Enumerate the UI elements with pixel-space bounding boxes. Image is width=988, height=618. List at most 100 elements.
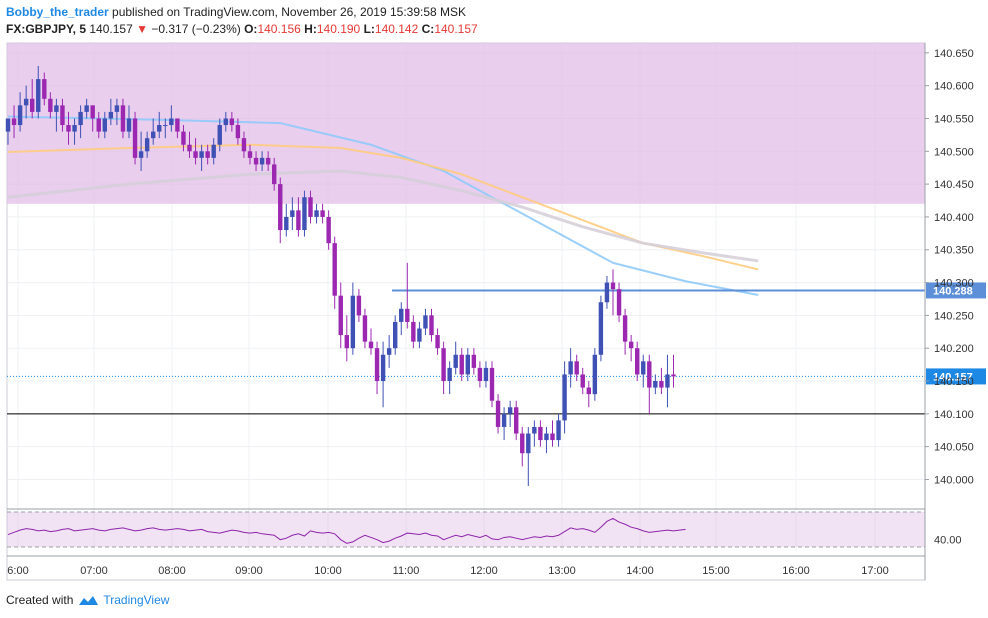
- candle-body: [36, 79, 41, 112]
- candle-body: [320, 210, 325, 217]
- candle-body: [580, 374, 585, 388]
- supply-zone: [7, 43, 925, 204]
- candle-body: [653, 381, 658, 388]
- y-tick-label: 140.150: [934, 376, 974, 388]
- candle-body: [604, 282, 610, 303]
- candle-body: [459, 354, 464, 375]
- candle-body: [380, 354, 386, 382]
- rsi-line: [7, 517, 686, 544]
- y-tick-label: 140.200: [934, 343, 974, 355]
- rsi-pane: 40.00: [7, 511, 962, 548]
- candle-body: [296, 210, 301, 231]
- candle-body: [120, 105, 126, 132]
- candle-body: [66, 125, 71, 132]
- y-tick-label: 140.000: [934, 474, 974, 486]
- candle-body: [622, 315, 628, 342]
- y-tick-label: 140.500: [934, 146, 974, 158]
- x-tick-label: 16:00: [782, 565, 810, 577]
- y-tick-label: 140.050: [934, 442, 974, 454]
- low-value: 140.142: [374, 22, 419, 36]
- candle-body: [610, 282, 616, 290]
- y-tick-label: 140.300: [934, 278, 974, 290]
- supply-zone-rect: [7, 43, 925, 204]
- candle-body: [574, 361, 579, 375]
- symbol-line: FX:GBPJPY, 5 140.157 ▼ −0.317 (−0.23%) O…: [6, 22, 478, 36]
- candle-body: [465, 354, 470, 375]
- x-tick-label: 6:00: [7, 565, 28, 577]
- candle-body: [374, 348, 380, 382]
- candle-body: [665, 374, 670, 388]
- candle-body: [96, 118, 101, 132]
- candle-body: [393, 321, 398, 349]
- candle-body: [163, 125, 168, 127]
- open-label: O:: [244, 22, 258, 36]
- candle-body: [507, 407, 513, 414]
- candle-body: [187, 144, 192, 152]
- candle-body: [42, 79, 47, 99]
- horizontal-levels[interactable]: 140.288 140.157: [7, 282, 986, 415]
- x-tick-label: 12:00: [470, 565, 498, 577]
- candle-body: [241, 138, 247, 152]
- created-with-text: Created with: [6, 593, 74, 607]
- candle-body: [114, 105, 120, 112]
- y-tick-label: 140.400: [934, 212, 974, 224]
- candle-body: [556, 420, 561, 441]
- footer: Created with TradingView: [6, 593, 169, 607]
- tradingview-logo-icon: [79, 596, 99, 605]
- x-tick-label: 11:00: [393, 565, 420, 577]
- high-value: 140.190: [316, 22, 361, 36]
- close-value: 140.157: [434, 22, 478, 36]
- candle-body: [60, 105, 65, 126]
- candle-body: [223, 118, 228, 126]
- candle-body: [562, 374, 567, 421]
- tradingview-brand-link[interactable]: TradingView: [103, 593, 170, 607]
- candle-body: [326, 216, 331, 244]
- y-tick-label: 140.550: [934, 113, 974, 125]
- candle-body: [635, 348, 640, 375]
- candle-body: [259, 157, 265, 165]
- candle-body: [48, 98, 53, 112]
- y-tick-label: 140.650: [934, 48, 974, 60]
- x-tick-label: 08:00: [158, 565, 186, 577]
- candle-body: [362, 315, 368, 342]
- candle-body: [386, 348, 392, 355]
- candle-body: [441, 348, 446, 382]
- candle-body: [399, 308, 404, 322]
- candle-body: [181, 131, 186, 145]
- candle-body: [17, 105, 23, 126]
- candle-body: [616, 289, 622, 316]
- candle-body: [526, 433, 531, 454]
- candle-body: [641, 361, 646, 375]
- last-price: 140.157: [89, 22, 133, 36]
- candle-body: [550, 433, 555, 441]
- candle-body: [205, 151, 210, 158]
- open-value: 140.156: [257, 22, 301, 36]
- candle-body: [169, 118, 174, 126]
- candle-body: [284, 216, 289, 231]
- candle-body: [350, 295, 356, 349]
- candle-body: [302, 197, 307, 231]
- candle-body: [598, 302, 604, 355]
- author-link[interactable]: Bobby_the_trader: [6, 5, 109, 19]
- candle-body: [144, 138, 150, 152]
- candle-body: [423, 315, 428, 329]
- candle-body: [592, 354, 598, 395]
- candle-body: [151, 131, 156, 139]
- candle-body: [544, 433, 549, 441]
- candle-body: [78, 111, 83, 126]
- candle-body: [520, 433, 525, 454]
- candle-body: [5, 118, 11, 132]
- candle-body: [532, 426, 537, 434]
- candle-body: [278, 184, 283, 231]
- x-tick-label: 07:00: [80, 565, 108, 577]
- candle-body: [132, 118, 138, 158]
- candle-body: [332, 243, 337, 296]
- resistance-price-tag: [926, 282, 986, 299]
- y-tick-label: 140.350: [934, 245, 974, 257]
- candle-body: [11, 118, 17, 126]
- candle-body: [586, 387, 591, 395]
- candle-body: [447, 367, 452, 382]
- down-arrow-icon: ▼: [136, 22, 148, 36]
- candle-body: [417, 328, 422, 342]
